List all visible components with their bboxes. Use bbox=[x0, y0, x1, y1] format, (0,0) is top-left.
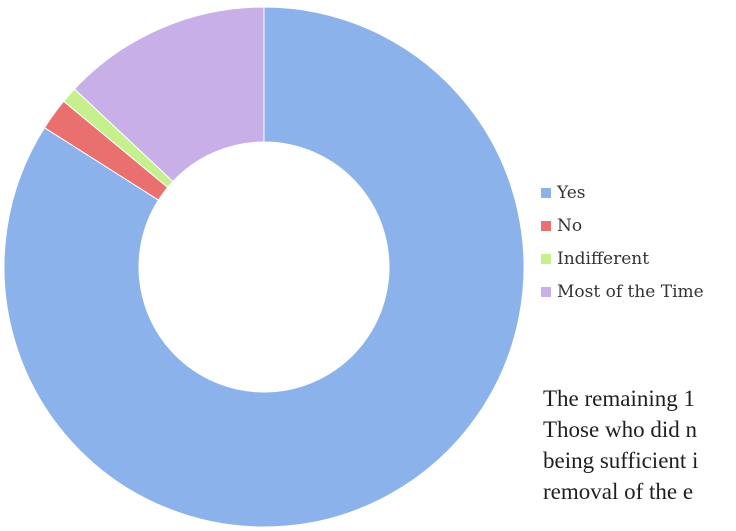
slice-most-of-the-time bbox=[73, 6, 265, 183]
chart-legend: Yes No Indifferent Most of the Time bbox=[541, 176, 704, 308]
legend-label-no: No bbox=[557, 215, 583, 236]
legend-swatch-most-of-the-time bbox=[541, 286, 551, 297]
legend-item-no: No bbox=[541, 209, 704, 242]
legend-swatch-yes bbox=[541, 187, 551, 198]
legend-swatch-indifferent bbox=[541, 253, 551, 264]
slice-yes bbox=[3, 6, 525, 528]
legend-label-most-of-the-time: Most of the Time bbox=[557, 281, 704, 302]
body-text-line: being sufficient i bbox=[543, 448, 699, 473]
body-text-line: Those who did n bbox=[543, 417, 697, 442]
body-text-line: removal of the e bbox=[543, 479, 694, 504]
legend-swatch-no bbox=[541, 220, 551, 231]
legend-label-indifferent: Indifferent bbox=[557, 248, 650, 269]
body-text-line: The remaining 1 bbox=[543, 386, 696, 411]
legend-item-indifferent: Indifferent bbox=[541, 242, 704, 275]
body-text: The remaining 1 Those who did n being su… bbox=[543, 383, 698, 507]
donut-chart bbox=[3, 6, 525, 528]
legend-label-yes: Yes bbox=[557, 182, 586, 203]
donut-slices bbox=[3, 6, 525, 528]
legend-item-most-of-the-time: Most of the Time bbox=[541, 275, 704, 308]
legend-item-yes: Yes bbox=[541, 176, 704, 209]
